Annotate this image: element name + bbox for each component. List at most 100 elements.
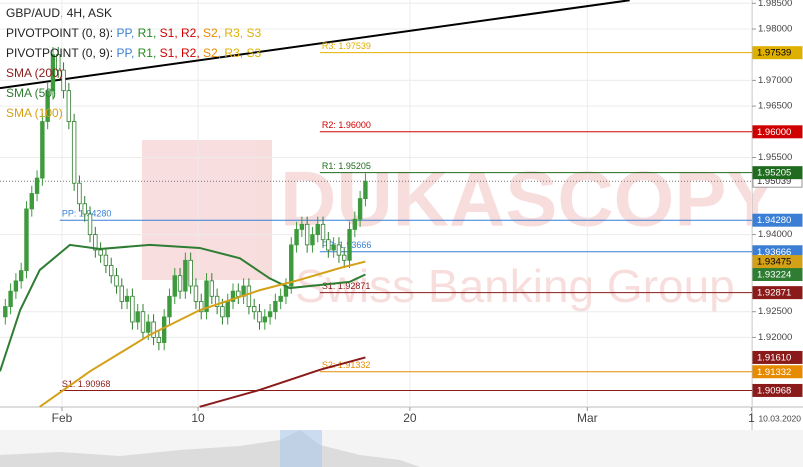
candle-body bbox=[56, 54, 61, 71]
legend-item: R2, bbox=[181, 46, 200, 60]
legend-item: S3 bbox=[246, 26, 261, 40]
candle-body bbox=[13, 280, 19, 292]
y-tick-label: 1.96500 bbox=[758, 101, 792, 112]
candle-body bbox=[357, 198, 363, 220]
candle-body bbox=[124, 295, 130, 302]
price-tag-label: 1.92871 bbox=[757, 288, 791, 299]
candle-body bbox=[77, 182, 82, 205]
navigator-window[interactable] bbox=[280, 430, 322, 467]
pivot-label: R3: 1.97539 bbox=[322, 41, 371, 51]
candle-body bbox=[246, 285, 252, 307]
candle-body bbox=[193, 285, 199, 302]
x-tick-label: 10 bbox=[191, 411, 205, 425]
candle-body bbox=[347, 229, 352, 261]
candle-body bbox=[98, 249, 103, 256]
candle-body bbox=[209, 280, 215, 297]
candle-body bbox=[61, 69, 66, 92]
legend-item: R3, bbox=[224, 46, 243, 60]
price-tag-label: 1.95039 bbox=[757, 176, 791, 187]
candle-body bbox=[146, 321, 151, 333]
candle-body bbox=[119, 285, 125, 302]
legend-entry: SMA (50) bbox=[6, 86, 56, 100]
candle-body bbox=[40, 121, 45, 179]
candle-body bbox=[304, 223, 310, 246]
candle-body bbox=[352, 218, 358, 230]
watermark-subtitle: Swiss Banking Group bbox=[295, 260, 735, 312]
candle-body bbox=[71, 121, 77, 184]
legend-row: PIVOTPOINT (0, 9): PP, R1, S1, R2, S2, R… bbox=[6, 46, 261, 60]
y-tick-label: 1.98500 bbox=[758, 0, 792, 9]
price-tag bbox=[752, 213, 803, 227]
legend-item: PP, bbox=[116, 26, 134, 40]
candle-body bbox=[87, 213, 93, 235]
candle-body bbox=[204, 280, 209, 313]
price-tag-label: 1.91332 bbox=[757, 367, 791, 378]
candle-body bbox=[294, 229, 299, 246]
legend-item: R1, bbox=[138, 46, 157, 60]
candle-body bbox=[225, 301, 230, 318]
sma-line bbox=[39, 260, 366, 408]
candle-body bbox=[34, 177, 40, 194]
legend-prefix: PIVOTPOINT (0, 9): bbox=[6, 46, 113, 60]
price-tag bbox=[752, 255, 803, 269]
legend-entry: SMA (100) bbox=[6, 106, 63, 120]
y-tick-label: 1.98000 bbox=[758, 24, 792, 35]
candle-body bbox=[130, 295, 135, 323]
price-tag-label: 1.93666 bbox=[757, 247, 791, 258]
x-tick-label: 20 bbox=[403, 411, 417, 425]
pivot-label: R2: 1.96000 bbox=[322, 120, 371, 130]
candle-body bbox=[167, 295, 172, 318]
watermark: DUKASCOPY Swiss Banking Group bbox=[142, 140, 778, 312]
candle-body bbox=[331, 244, 336, 251]
legend-item: S3 bbox=[246, 46, 261, 60]
watermark-logo bbox=[142, 140, 272, 280]
candle-body bbox=[114, 275, 119, 287]
candle-body bbox=[251, 306, 257, 313]
y-tick-label: 1.92500 bbox=[758, 306, 792, 317]
candle-body bbox=[103, 254, 109, 266]
candle-body bbox=[188, 259, 193, 287]
legend-item: R1, bbox=[138, 26, 157, 40]
candle-body bbox=[214, 295, 220, 307]
x-tick-label: 1 bbox=[748, 411, 755, 425]
legend-item: PP, bbox=[116, 46, 134, 60]
candle-body bbox=[161, 316, 167, 343]
candle-body bbox=[172, 275, 177, 297]
candle-body bbox=[236, 290, 241, 297]
candle-body bbox=[220, 306, 225, 318]
candle-body bbox=[156, 337, 162, 343]
candle-body bbox=[18, 270, 24, 282]
candle-body bbox=[50, 54, 56, 92]
pivot-label: S1: 1.90968 bbox=[62, 379, 111, 389]
candle-body bbox=[151, 321, 156, 338]
candle-body bbox=[273, 301, 278, 313]
price-tag bbox=[752, 125, 803, 139]
candle-body bbox=[299, 223, 305, 230]
candle-body bbox=[109, 265, 114, 277]
y-tick-label: 1.97000 bbox=[758, 75, 792, 86]
pivot-label: S1: 1.92871 bbox=[322, 281, 371, 291]
candle-body bbox=[82, 203, 87, 215]
candle-body bbox=[24, 208, 29, 271]
x-tick-label: Mar bbox=[577, 411, 598, 425]
candle-body bbox=[230, 290, 236, 302]
chart-title: GBP/AUD, 4H, ASK bbox=[6, 6, 112, 20]
candle-body bbox=[342, 254, 347, 261]
price-tag-label: 1.95205 bbox=[757, 168, 791, 179]
y-tick-label: 1.92000 bbox=[758, 332, 792, 343]
legend-entry: SMA (200) bbox=[6, 66, 63, 80]
pivot-label: PP: 1.93666 bbox=[322, 240, 372, 250]
price-tag-label: 1.93224 bbox=[757, 270, 791, 281]
candle-body bbox=[310, 234, 315, 246]
x-tick-label: Feb bbox=[52, 411, 73, 425]
candle-body bbox=[3, 306, 8, 318]
candle-body bbox=[336, 244, 342, 256]
candle-body bbox=[257, 311, 262, 323]
candle-body bbox=[93, 234, 98, 251]
watermark-text: DUKASCOPY bbox=[280, 155, 778, 243]
candle-body bbox=[45, 90, 50, 122]
candle-body bbox=[183, 259, 188, 292]
legend-item: S1, bbox=[160, 46, 178, 60]
legend-row: PIVOTPOINT (0, 8): PP, R1, S1, R2, S2, R… bbox=[6, 26, 261, 40]
